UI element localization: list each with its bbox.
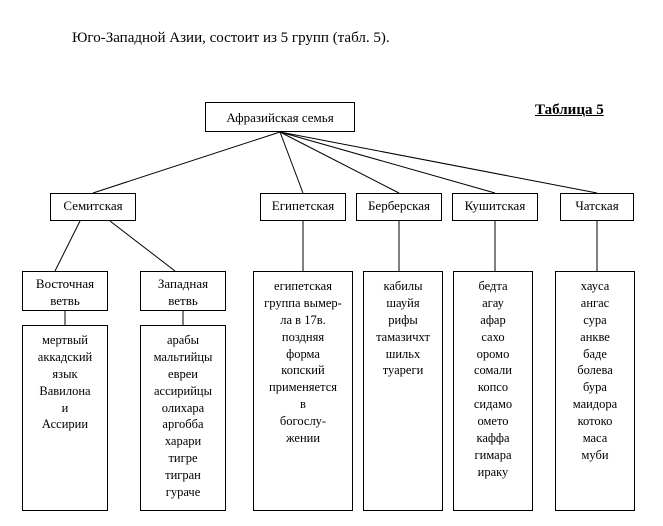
tree-root: Афразийская семья xyxy=(205,102,355,132)
tree-branch: Египетская xyxy=(260,193,346,221)
tree-branch: Семитская xyxy=(50,193,136,221)
tree-leaf: бедтаагауафарсахооромосомаликопсосидамоо… xyxy=(453,271,533,511)
tree-subbranch: Западная ветвь xyxy=(140,271,226,311)
tree-leaf: арабымальтийцыевреиассирийцыолихарааргоб… xyxy=(140,325,226,511)
tree-subbranch: Восточная ветвь xyxy=(22,271,108,311)
tree-branch: Чатская xyxy=(560,193,634,221)
table-label: Таблица 5 xyxy=(535,102,604,119)
tree-branch: Берберская xyxy=(356,193,442,221)
tree-leaf: кабилышауйярифытамазичхтшильхтуареги xyxy=(363,271,443,511)
tree-leaf: хаусаангассураанквебадеболевабурамаидора… xyxy=(555,271,635,511)
tree-leaf: мертвыйаккадскийязыкВавилонаиАссирии xyxy=(22,325,108,511)
tree-branch: Кушитская xyxy=(452,193,538,221)
tree-leaf: египетскаягруппа вымер-ла в 17в.поздняяф… xyxy=(253,271,353,511)
caption-text: Юго-Западной Азии, состоит из 5 групп (т… xyxy=(72,30,390,47)
